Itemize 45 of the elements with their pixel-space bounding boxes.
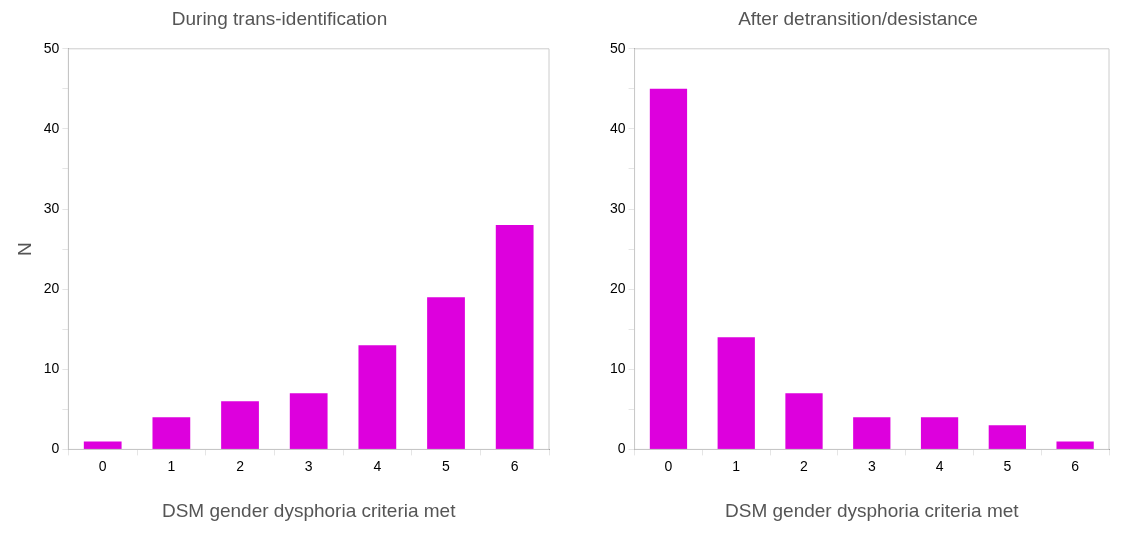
bar bbox=[427, 297, 465, 449]
bar bbox=[289, 393, 328, 449]
y-axis-title: N bbox=[13, 242, 35, 256]
chart-title: After detransition/desistance bbox=[738, 7, 978, 29]
y-tick-label: 0 bbox=[617, 440, 626, 457]
bar bbox=[920, 417, 959, 449]
bar bbox=[649, 88, 688, 449]
y-tick-label: 30 bbox=[43, 199, 60, 216]
x-tick-label: 5 bbox=[442, 457, 451, 474]
bar bbox=[717, 337, 755, 449]
x-tick-label: 4 bbox=[935, 457, 944, 474]
bar bbox=[358, 345, 397, 449]
x-axis-title: DSM gender dysphoria criteria met bbox=[725, 499, 1020, 521]
y-tick-label: 10 bbox=[609, 360, 626, 377]
y-tick-label: 40 bbox=[609, 119, 626, 136]
chart-title: During trans-identification bbox=[171, 7, 388, 29]
x-axis-title: DSM gender dysphoria criteria met bbox=[161, 499, 457, 521]
x-tick-label: 1 bbox=[732, 457, 741, 474]
y-tick-label: 50 bbox=[43, 39, 60, 56]
x-tick-label: 1 bbox=[167, 457, 176, 474]
x-tick-label: 3 bbox=[304, 457, 313, 474]
y-tick-label: 20 bbox=[43, 280, 60, 297]
x-tick-label: 0 bbox=[664, 457, 673, 474]
bar bbox=[853, 417, 891, 449]
x-tick-label: 2 bbox=[800, 457, 809, 474]
x-tick-label: 4 bbox=[373, 457, 382, 474]
y-tick-label: 10 bbox=[43, 360, 60, 377]
bar bbox=[988, 425, 1026, 449]
y-tick-label: 50 bbox=[609, 39, 626, 56]
x-tick-label: 6 bbox=[1071, 457, 1080, 474]
bar bbox=[785, 393, 823, 449]
x-tick-label: 0 bbox=[98, 457, 107, 474]
y-tick-label: 40 bbox=[43, 119, 60, 136]
x-tick-label: 2 bbox=[236, 457, 245, 474]
x-tick-label: 6 bbox=[510, 457, 519, 474]
bar bbox=[152, 417, 191, 449]
y-tick-label: 20 bbox=[609, 280, 626, 297]
bar bbox=[495, 225, 534, 449]
x-tick-label: 5 bbox=[1003, 457, 1012, 474]
bar bbox=[221, 401, 259, 449]
x-tick-label: 3 bbox=[867, 457, 876, 474]
y-tick-label: 30 bbox=[609, 199, 626, 216]
y-tick-label: 0 bbox=[51, 440, 60, 457]
bar bbox=[83, 441, 122, 449]
bar bbox=[1056, 441, 1094, 449]
